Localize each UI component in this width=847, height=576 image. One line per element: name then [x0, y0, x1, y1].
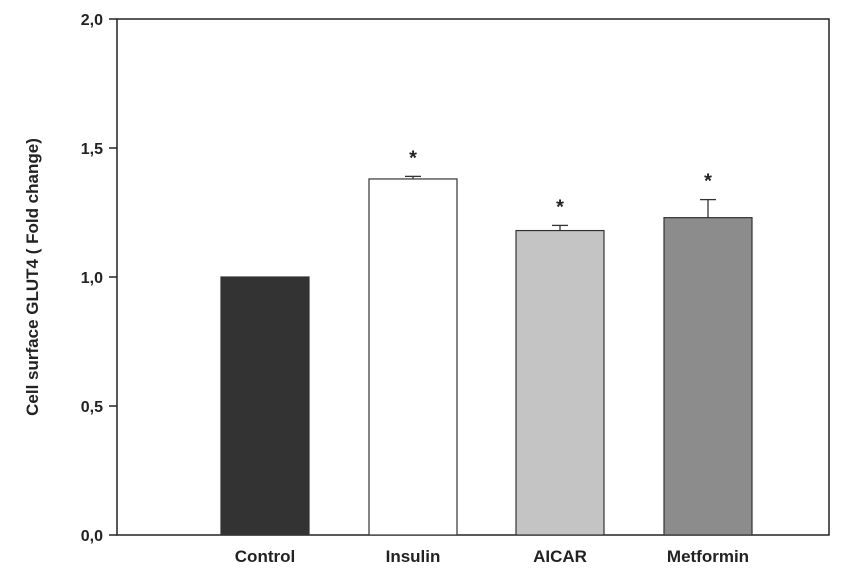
significance-mark-insulin: *	[409, 147, 417, 169]
x-tick-label: Metformin	[667, 547, 749, 566]
bar-aicar	[515, 229, 605, 536]
y-tick-label: 1,0	[81, 270, 103, 287]
bar-insulin	[368, 178, 458, 536]
y-tick-label: 0,0	[81, 528, 103, 545]
y-axis-ticks: 0,0 0,5 1,0 1,5 2,0	[81, 12, 117, 545]
x-axis-labels: Control Insulin AICAR Metformin	[235, 547, 749, 566]
bars-group: * * *	[220, 147, 753, 536]
significance-mark-aicar: *	[556, 196, 564, 218]
bar-metformin	[663, 217, 753, 536]
x-tick-label: Insulin	[386, 547, 441, 566]
y-tick-label: 2,0	[81, 12, 103, 29]
x-tick-label: Control	[235, 547, 295, 566]
y-axis-label: Cell surface GLUT4 ( Fold change)	[23, 138, 42, 416]
bar-control	[220, 276, 310, 536]
significance-mark-metformin: *	[704, 171, 712, 193]
y-tick-label: 1,5	[81, 141, 103, 158]
y-tick-label: 0,5	[81, 399, 103, 416]
x-tick-label: AICAR	[533, 547, 587, 566]
